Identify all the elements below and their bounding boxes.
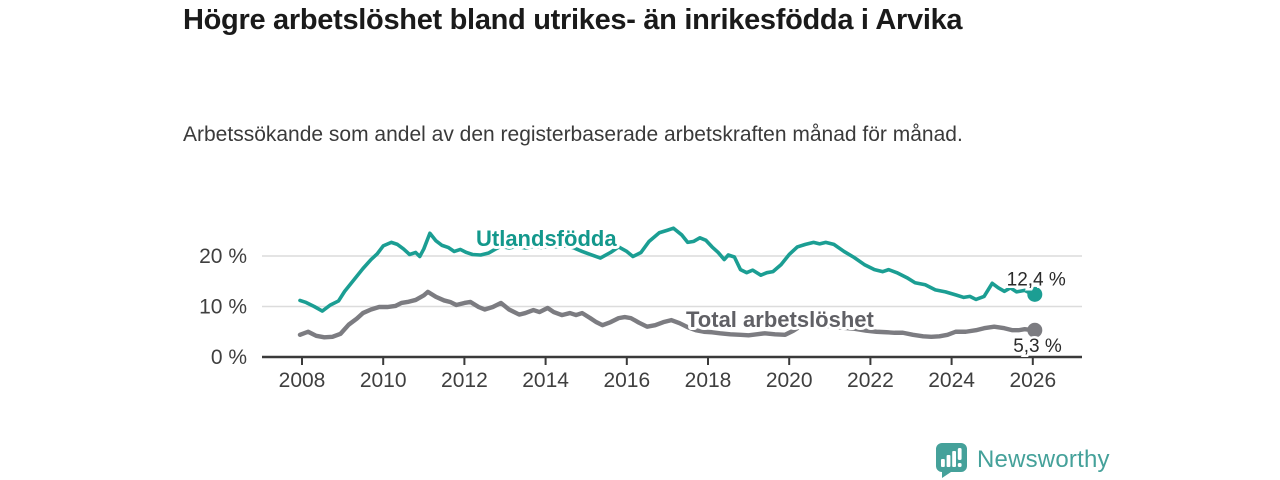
x-tick-label: 2018 — [685, 369, 732, 392]
series-label-utlandsfodda: Utlandsfödda — [476, 226, 617, 251]
y-tick-label: 10 % — [199, 296, 247, 319]
series-end-value-label: 12,4 % — [1007, 269, 1066, 290]
x-tick-label: 2010 — [360, 369, 407, 392]
series-label-total: Total arbetslöshet — [686, 307, 875, 332]
x-tick-label: 2026 — [1009, 369, 1056, 392]
x-tick-label: 2012 — [441, 369, 488, 392]
series-end-value-label: 5,3 % — [1013, 336, 1062, 357]
page-title: Högre arbetslöshet bland utrikes- än inr… — [183, 4, 963, 36]
x-tick-label: 2024 — [928, 369, 975, 392]
series-line-utlandsfodda — [298, 226, 1035, 313]
x-tick-label: 2014 — [522, 369, 569, 392]
x-tick-label: 2022 — [847, 369, 894, 392]
newsworthy-brand-name: Newsworthy — [977, 446, 1110, 473]
newsworthy-logo-icon — [934, 442, 968, 478]
series-end-dot — [1027, 322, 1043, 338]
y-tick-label: 20 % — [199, 245, 247, 268]
series-line-total — [297, 289, 1036, 340]
x-tick-label: 2016 — [603, 369, 650, 392]
x-tick-label: 2008 — [279, 369, 326, 392]
y-tick-label: 0 % — [211, 346, 247, 369]
chart-subtitle: Arbetssökande som andel av den registerb… — [183, 123, 963, 146]
series-end-dot — [1027, 286, 1043, 302]
newsworthy-brand-link[interactable]: Newsworthy — [934, 442, 1110, 478]
x-tick-label: 2020 — [766, 369, 813, 392]
